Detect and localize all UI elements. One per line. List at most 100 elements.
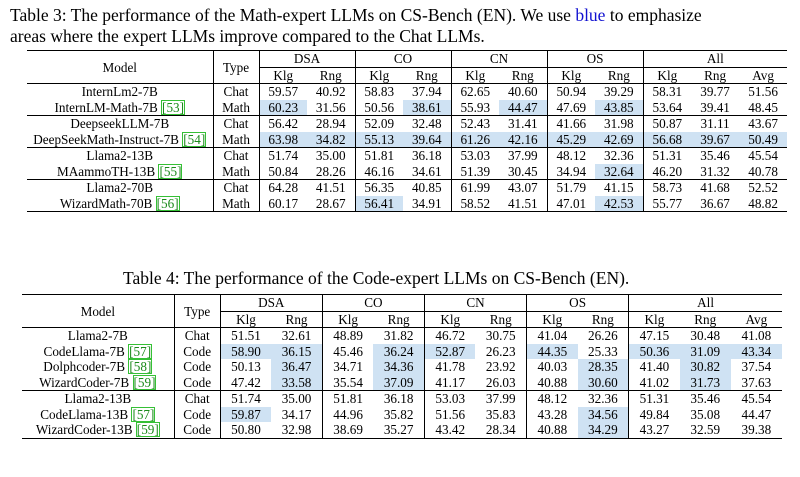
score-cell: 51.74 <box>259 147 307 164</box>
model-name-cell: CodeLlama-7B [57] <box>22 343 175 359</box>
score-cell: 36.15 <box>271 343 323 359</box>
type-column-header: Type <box>174 294 221 328</box>
score-cell: 56.35 <box>355 179 404 196</box>
table-row: InternLm2-7B Chat 59.57 40.92 58.83 37.94 62.6… <box>27 83 788 100</box>
citation-link[interactable]: [57] <box>128 343 153 359</box>
score-cell: 63.98 <box>259 131 307 148</box>
table-row: Dolphcoder-7B [58] Code 50.13 36.47 34.71 34.… <box>22 359 782 375</box>
score-cell: 38.69 <box>322 422 374 439</box>
score-cell: 46.20 <box>652 163 683 179</box>
group-header: CO <box>355 50 452 68</box>
score-cell: 40.60 <box>499 83 548 100</box>
score-cell: 41.51 <box>307 179 356 196</box>
table-row: DeepseekLLM-7B Chat 56.42 28.94 52.09 32.48 52… <box>27 115 788 132</box>
header-row-sub: Klg Rng Klg Rng Klg Rng Klg Rng Klg Rng Avg <box>27 67 787 84</box>
score-cell: 23.92 <box>475 359 528 375</box>
citation-link[interactable]: [59] <box>135 422 160 438</box>
score-cell: 30.82 <box>679 359 731 375</box>
group-header: CN <box>424 294 528 312</box>
score-cell: 50.56 <box>364 99 395 115</box>
score-cell: 50.49 <box>739 131 788 148</box>
score-cell: 41.04 <box>526 327 578 344</box>
model-name: InternLm2-7B <box>81 84 158 100</box>
sub-header: Klg <box>273 67 294 83</box>
score-cell: 32.98 <box>271 422 323 439</box>
score-cell: 31.41 <box>499 115 548 132</box>
score-cell: 50.36 <box>628 343 680 359</box>
score-cell: 35.00 <box>271 390 323 407</box>
table3-caption: Table 3: The performance of the Math-exp… <box>10 5 702 26</box>
citation-link[interactable]: [56] <box>155 195 180 211</box>
score-cell: 45.46 <box>333 343 363 359</box>
score-cell: 34.94 <box>556 163 587 179</box>
model-type-cell: Math <box>213 99 260 116</box>
score-cell: 51.56 <box>739 83 788 100</box>
score-cell: 41.17 <box>435 374 466 390</box>
score-cell: 55.93 <box>460 99 491 115</box>
score-cell: 55.77 <box>643 195 692 212</box>
sub-header: Rng <box>595 67 644 84</box>
model-name: CodeLlama-7B <box>43 343 129 359</box>
model-name: WizardCoder-13B <box>35 422 136 438</box>
table4-head: Model Type DSA CO CN OS All Klg Rng Klg Rng Klg Rng K… <box>22 294 782 328</box>
citation-link[interactable]: [53] <box>161 99 186 115</box>
score-cell: 47.69 <box>556 99 587 115</box>
model-name: DeepseekLLM-7B <box>70 116 170 132</box>
table-row: WizardCoder-13B [59] Code 50.80 32.98 38.69 3… <box>22 422 782 439</box>
table-row: InternLM-Math-7B [53] Math 60.23 31.56 50.56… <box>27 99 787 116</box>
sub-header: Rng <box>704 67 727 83</box>
table3-caption-prefix: Table 3: The performance of the Math-exp… <box>10 5 576 25</box>
model-name-cell: WizardMath-70B [56] <box>27 195 214 212</box>
score-cell: 37.63 <box>741 374 772 390</box>
table4: Model Type DSA CO CN OS All Klg Rng Klg Rng Klg Rng K… <box>22 294 782 439</box>
group-header: DSA <box>220 294 323 312</box>
score-cell: 31.82 <box>373 327 425 344</box>
group-header: OS <box>526 294 630 312</box>
score-cell: 38.61 <box>403 99 452 116</box>
sub-header: Klg <box>465 67 486 83</box>
model-type-cell: Chat <box>174 390 221 407</box>
sub-header: Klg <box>236 311 256 327</box>
score-cell: 37.94 <box>403 83 452 100</box>
sub-header: Rng <box>271 311 323 328</box>
score-cell: 41.02 <box>639 374 670 390</box>
score-cell: 31.73 <box>679 374 731 391</box>
sub-header: Klg <box>542 311 563 327</box>
citation-link[interactable]: [57] <box>131 406 156 422</box>
model-type-cell: Code <box>174 406 221 422</box>
score-cell: 43.07 <box>499 179 548 196</box>
citation-link[interactable]: [59] <box>132 374 157 390</box>
model-type-cell: Chat <box>213 179 260 196</box>
type-column-header: Type <box>213 50 260 84</box>
score-cell: 28.26 <box>307 163 356 180</box>
sub-header: Klg <box>657 67 678 83</box>
score-cell: 51.51 <box>220 327 272 344</box>
group-header: All <box>643 50 788 68</box>
score-cell: 43.67 <box>739 115 788 132</box>
header-row-groups: Model Type DSA CO CN OS All <box>27 50 788 84</box>
citation-link[interactable]: [54] <box>182 131 207 147</box>
sub-header: Klg <box>440 311 461 327</box>
score-cell: 52.87 <box>424 343 476 359</box>
group-header: All <box>628 294 782 312</box>
citation-link[interactable]: [55] <box>158 163 183 179</box>
score-cell: 28.35 <box>577 359 630 375</box>
score-cell: 48.89 <box>322 327 374 344</box>
score-cell: 39.77 <box>691 83 740 100</box>
header-row-groups: Model Type DSA CO CN OS All <box>22 294 782 328</box>
score-cell: 51.31 <box>643 147 692 164</box>
score-cell: 40.88 <box>537 374 568 390</box>
score-cell: 26.23 <box>475 343 528 359</box>
score-cell: 33.58 <box>271 374 323 391</box>
score-cell: 34.61 <box>403 163 452 180</box>
group-header: CO <box>322 294 425 312</box>
table-row: Llama2-70B Chat 64.28 41.51 56.35 40.85 61.99 4… <box>27 179 788 196</box>
score-cell: 30.45 <box>499 163 548 180</box>
sub-header: Rng <box>475 311 528 328</box>
score-cell: 41.15 <box>595 179 644 196</box>
citation-link[interactable]: [58] <box>128 359 153 375</box>
score-cell: 34.17 <box>271 406 323 422</box>
score-cell: 40.03 <box>537 359 568 375</box>
score-cell: 31.11 <box>691 115 740 132</box>
score-cell: 44.96 <box>333 406 363 422</box>
